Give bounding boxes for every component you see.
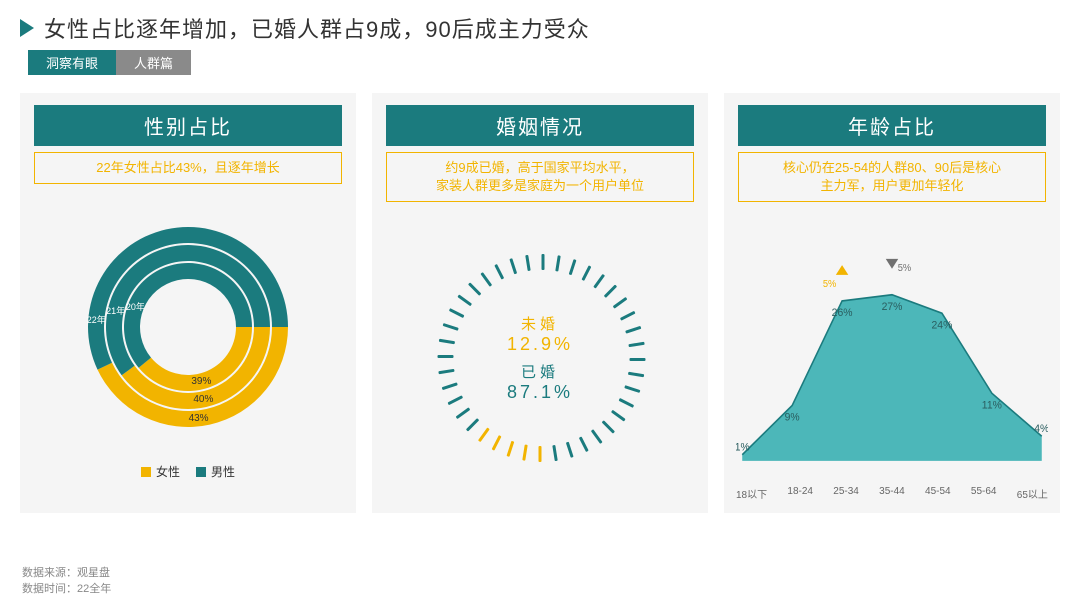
x-tick-label: 25-34 <box>833 486 859 501</box>
dial-tick <box>630 358 646 361</box>
dial-tick <box>624 385 640 393</box>
panel-marriage: 婚姻情况 约9成已婚，高于国家平均水平， 家装人群更多是家庭为一个用户单位 未婚… <box>372 93 708 513</box>
panel-title: 年龄占比 <box>738 105 1046 146</box>
title-marker-icon <box>20 19 34 37</box>
x-tick-label: 45-54 <box>925 486 951 501</box>
unmarried-label: 未婚 <box>507 313 573 334</box>
dial-tick <box>542 254 545 270</box>
donut-legend: 女性 男性 <box>141 463 235 480</box>
dial-tick <box>522 444 527 460</box>
svg-text:26%: 26% <box>832 307 853 319</box>
age-area-chart: 1% 9% 26% 27% 24% 11% 4% 5% 5% <box>736 222 1048 483</box>
panel-title: 性别占比 <box>34 105 342 146</box>
footer: 数据来源：观星盘 数据时间：22全年 <box>22 566 111 597</box>
svg-text:21年: 21年 <box>106 305 125 316</box>
donut-chart: 20年21年22年 39% 40% 43% 女性 男性 <box>20 184 356 513</box>
svg-text:43%: 43% <box>189 413 209 424</box>
dial-tick <box>579 436 589 452</box>
svg-text:40%: 40% <box>193 394 213 405</box>
svg-text:4%: 4% <box>1034 423 1048 435</box>
svg-text:24%: 24% <box>932 320 953 332</box>
age-x-axis: 18以下 18-24 25-34 35-44 45-54 55-64 65以上 <box>736 486 1048 501</box>
legend-swatch-male <box>196 467 206 477</box>
dial-tick <box>552 445 557 461</box>
panel-age: 年龄占比 核心仍在25-54的人群80、90后是核心 主力军，用户更加年轻化 1… <box>724 93 1060 513</box>
dial-tick <box>480 272 492 287</box>
dial-tick <box>620 310 636 320</box>
dial-tick <box>494 264 504 280</box>
dial-tick <box>466 418 479 431</box>
panel-title: 婚姻情况 <box>386 105 694 146</box>
tag-row: 洞察有眼 人群篇 <box>0 50 1080 83</box>
header: 女性占比逐年增加，已婚人群占9成，90后成主力受众 <box>0 0 1080 50</box>
dial-tick <box>507 440 515 456</box>
dial-tick <box>439 338 455 343</box>
svg-text:1%: 1% <box>736 442 750 454</box>
tag-insight: 洞察有眼 <box>28 50 116 75</box>
svg-text:27%: 27% <box>882 301 903 313</box>
tag-section: 人群篇 <box>116 50 191 75</box>
footer-time: 数据时间：22全年 <box>22 582 111 597</box>
unmarried-value: 12.9% <box>507 334 573 355</box>
dial-tick <box>604 284 617 297</box>
svg-text:9%: 9% <box>785 412 801 424</box>
x-tick-label: 35-44 <box>879 486 905 501</box>
svg-text:20年: 20年 <box>126 301 145 312</box>
dial-tick <box>581 265 591 281</box>
dial-tick <box>478 427 490 442</box>
legend-label-male: 男性 <box>211 463 235 480</box>
x-tick-label: 55-64 <box>971 486 997 501</box>
dial-tick <box>625 326 641 334</box>
panel-subtitle: 约9成已婚，高于国家平均水平， 家装人群更多是家庭为一个用户单位 <box>386 152 694 202</box>
dial-tick <box>456 407 471 419</box>
legend-swatch-female <box>141 467 151 477</box>
svg-text:22年: 22年 <box>87 314 106 325</box>
married-value: 87.1% <box>507 382 573 403</box>
svg-text:11%: 11% <box>982 400 1003 412</box>
dial-tick <box>447 395 463 405</box>
dial-tick <box>593 274 605 289</box>
dial-tick <box>591 429 603 444</box>
panel-subtitle: 22年女性占比43%，且逐年增长 <box>34 152 342 184</box>
dial-tick <box>509 258 517 274</box>
panels: 性别占比 22年女性占比43%，且逐年增长 20年21年22年 39% 40% 43%… <box>0 83 1080 513</box>
x-tick-label: 65以上 <box>1017 486 1048 501</box>
x-tick-label: 18以下 <box>736 486 767 501</box>
dial-tick <box>613 297 628 309</box>
dial-tick <box>619 398 635 408</box>
dial-tick <box>443 323 459 331</box>
dial-tick <box>628 371 644 376</box>
marriage-dial: 未婚 12.9% 已婚 87.1% <box>430 248 650 468</box>
legend-label-female: 女性 <box>156 463 180 480</box>
dial-tick <box>468 282 481 295</box>
dial-tick <box>438 355 454 358</box>
svg-text:5%: 5% <box>823 279 837 290</box>
dial-tick <box>457 294 472 306</box>
panel-gender: 性别占比 22年女性占比43%，且逐年增长 20年21年22年 39% 40% 43%… <box>20 93 356 513</box>
dial-tick <box>555 255 560 271</box>
dial-tick <box>539 446 542 462</box>
dial-tick <box>611 409 626 421</box>
dial-tick <box>492 435 502 451</box>
svg-text:39%: 39% <box>191 376 211 387</box>
dial-tick <box>449 308 465 318</box>
married-label: 已婚 <box>507 361 573 382</box>
panel-subtitle: 核心仍在25-54的人群80、90后是核心 主力军，用户更加年轻化 <box>738 152 1046 202</box>
dial-tick <box>628 341 644 346</box>
x-tick-label: 18-24 <box>787 486 813 501</box>
page-title: 女性占比逐年增加，已婚人群占9成，90后成主力受众 <box>44 12 590 44</box>
dial-tick <box>442 382 458 390</box>
footer-source: 数据来源：观星盘 <box>22 566 111 581</box>
svg-text:5%: 5% <box>898 263 912 274</box>
dial-tick <box>438 368 454 373</box>
dial-tick <box>569 259 577 275</box>
dial-tick <box>602 420 615 433</box>
dial-tick <box>525 254 530 270</box>
dial-tick <box>566 441 574 457</box>
